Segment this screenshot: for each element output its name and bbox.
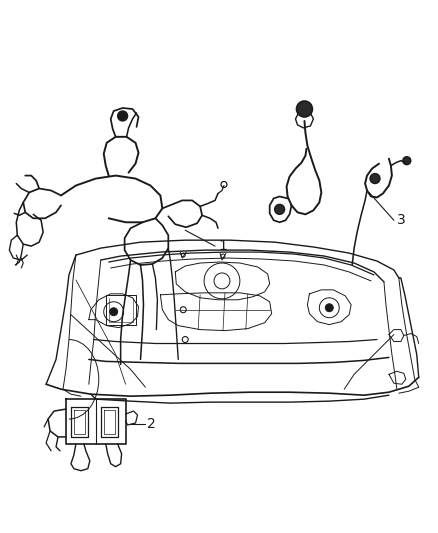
- Circle shape: [370, 174, 380, 183]
- Text: 3: 3: [397, 213, 406, 227]
- Text: 1: 1: [218, 239, 227, 253]
- Circle shape: [403, 157, 411, 165]
- Circle shape: [275, 204, 285, 214]
- Circle shape: [110, 308, 118, 316]
- Circle shape: [118, 111, 127, 121]
- Circle shape: [297, 101, 312, 117]
- Text: 2: 2: [148, 417, 156, 431]
- Circle shape: [325, 304, 333, 312]
